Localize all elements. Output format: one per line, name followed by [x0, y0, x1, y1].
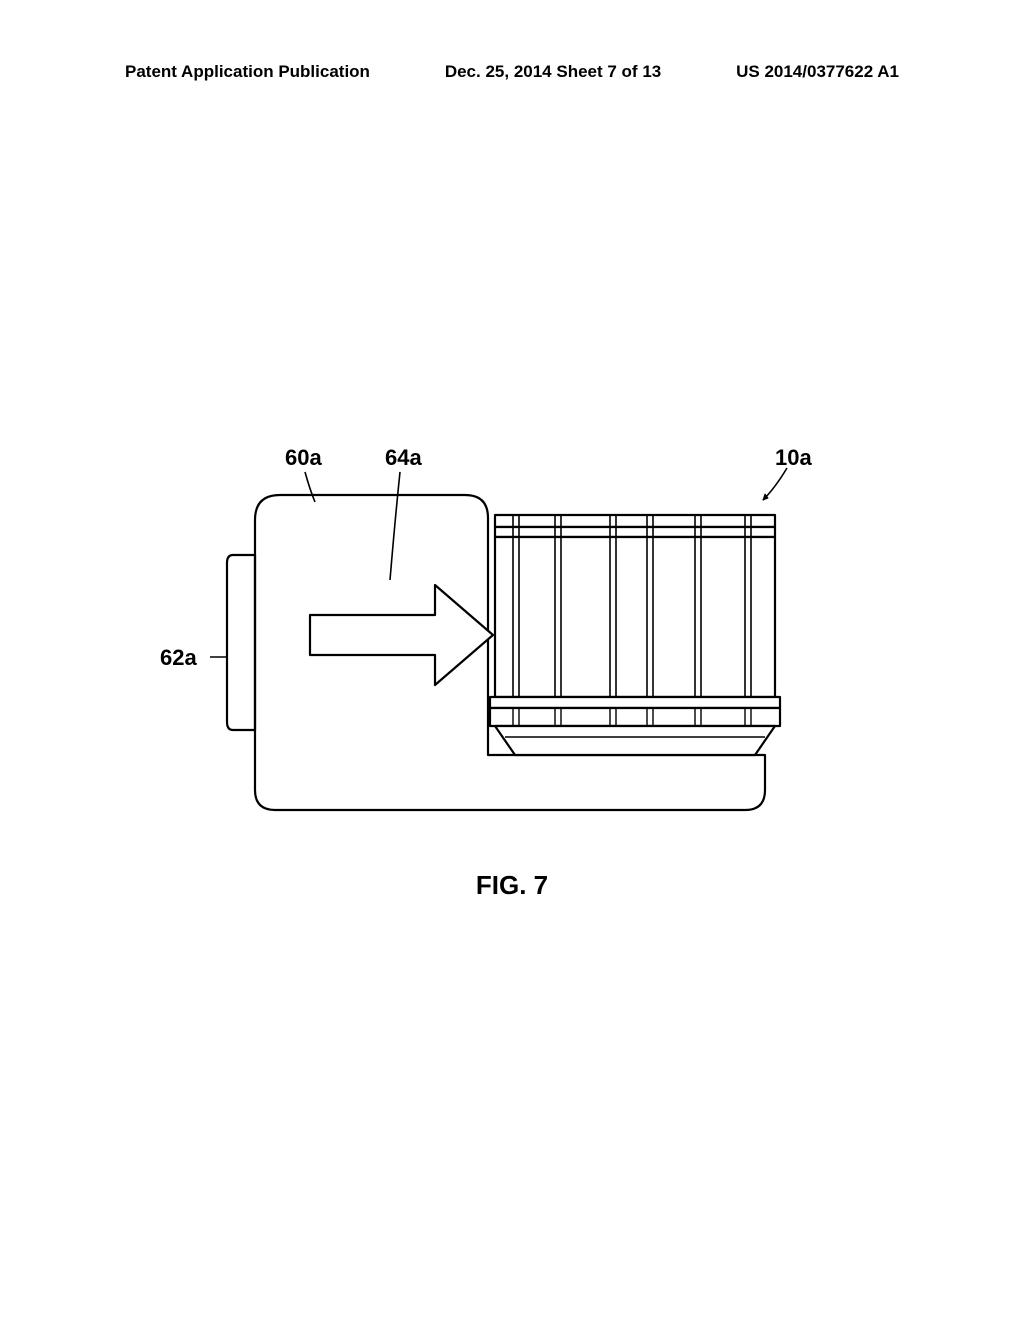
header-right: US 2014/0377622 A1: [736, 62, 899, 82]
patent-figure: 60a 64a 10a 62a: [215, 460, 810, 910]
figure-caption: FIG. 7: [0, 870, 1024, 901]
figure-svg: [215, 460, 835, 860]
page-header: Patent Application Publication Dec. 25, …: [0, 62, 1024, 82]
header-center: Dec. 25, 2014 Sheet 7 of 13: [445, 62, 661, 82]
label-62a: 62a: [160, 645, 197, 671]
header-left: Patent Application Publication: [125, 62, 370, 82]
label-10a: 10a: [775, 445, 812, 471]
label-60a: 60a: [285, 445, 322, 471]
label-64a: 64a: [385, 445, 422, 471]
